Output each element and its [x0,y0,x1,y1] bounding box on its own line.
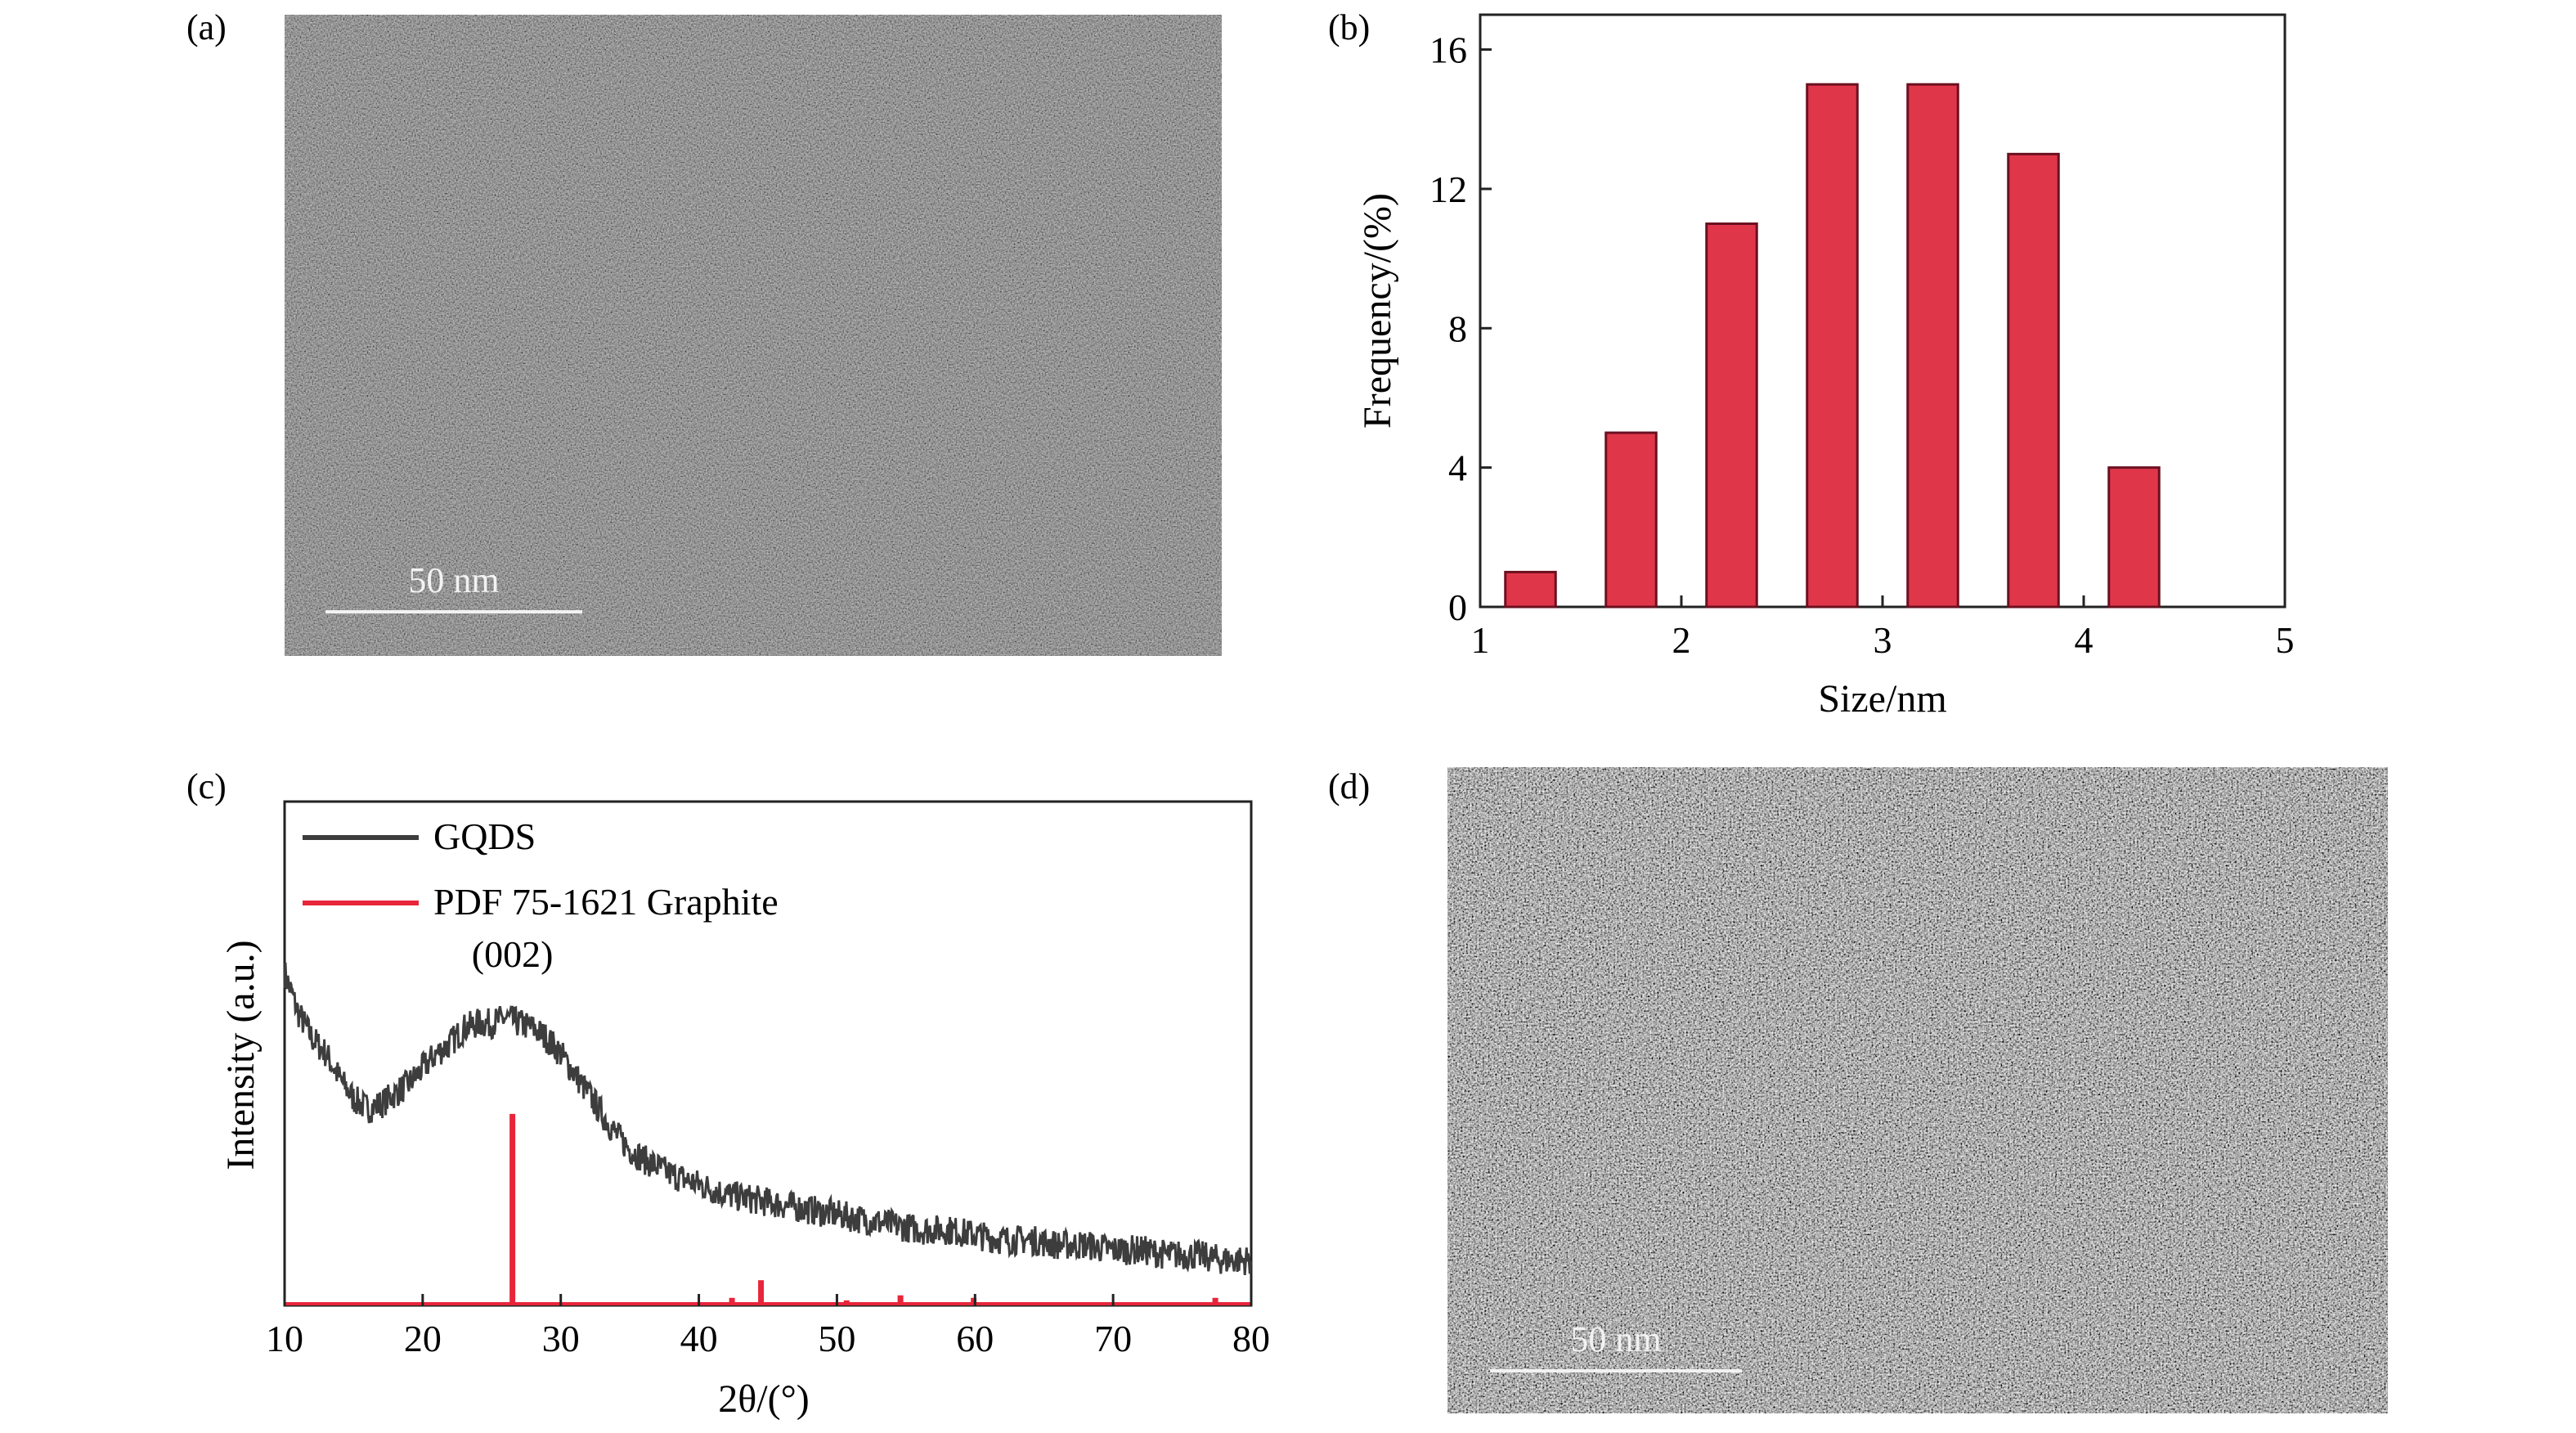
histogram-bar [2107,466,2161,609]
xrd-x-tick-label: 20 [404,1318,442,1359]
xrd-series [283,962,1252,1305]
histogram-y-tick-label: 0 [1448,586,1467,628]
legend-label-pdf: PDF 75-1621 Graphite [433,881,779,923]
histogram-bar [2007,152,2060,609]
xrd-y-axis-label: Intensity (a.u.) [219,940,263,1170]
histogram-x-axis-label: Size/nm [1818,677,1946,721]
histogram-y-tick-label: 8 [1448,308,1467,349]
panel-a-label: (a) [186,7,227,47]
histogram-x-tick-label: 5 [2276,619,2295,661]
gqds-series-line [283,962,1252,1275]
xrd-peak-annotation: (002) [472,933,554,975]
xrd-x-tick-label: 30 [542,1318,580,1359]
xrd-x-tick-label: 70 [1094,1318,1132,1359]
xrd-legend: GQDS PDF 75-1621 Graphite [303,815,779,923]
tem-image-d [1447,767,2388,1413]
histogram-bar [1906,83,1959,609]
histogram-bars [1504,83,2161,609]
panel-a: (a) 50 nm [186,7,1222,656]
histogram-y-tick-label: 4 [1448,447,1467,489]
histogram-bar [1806,83,1859,609]
xrd-x-ticks: 10 20 30 40 50 60 70 80 [266,1294,1270,1359]
histogram-bar [1504,570,1557,609]
histogram-x-tick-label: 2 [1672,619,1691,661]
legend-label-gqds: GQDS [433,815,536,857]
panel-b-label: (b) [1328,7,1370,47]
xrd-x-axis-label: 2θ/(°) [718,1377,810,1421]
histogram-y-ticks: 0 4 8 12 16 [1429,29,1492,628]
panel-d: (d) 50 nm [1328,766,2388,1413]
xrd-x-tick-label: 50 [818,1318,855,1359]
histogram-x-tick-label: 3 [1874,619,1892,661]
histogram-y-axis-label: Frequency/(%) [1356,193,1399,429]
scale-bar-a-label: 50 nm [408,560,499,600]
histogram-x-ticks: 1 2 3 4 5 [1471,595,2295,661]
histogram-x-tick-label: 1 [1471,619,1490,661]
xrd-x-tick-label: 60 [956,1318,994,1359]
xrd-x-tick-label: 40 [680,1318,718,1359]
histogram-bar [1604,431,1658,609]
histogram-x-tick-label: 4 [2075,619,2094,661]
histogram-y-tick-label: 12 [1429,168,1467,210]
histogram-y-tick-label: 16 [1429,29,1467,71]
xrd-x-tick-label: 80 [1232,1318,1270,1359]
panel-d-label: (d) [1328,766,1370,806]
histogram-plot-frame [1479,13,2287,609]
panel-c: (c) 10 20 30 40 50 60 70 80 2θ/(°) Intensity (a… [186,766,1270,1421]
histogram-bar [1705,222,1758,609]
tem-image-a [285,15,1222,656]
xrd-x-tick-label: 10 [266,1318,303,1359]
panel-c-label: (c) [186,766,227,806]
scale-bar-d-label: 50 nm [1570,1319,1661,1359]
